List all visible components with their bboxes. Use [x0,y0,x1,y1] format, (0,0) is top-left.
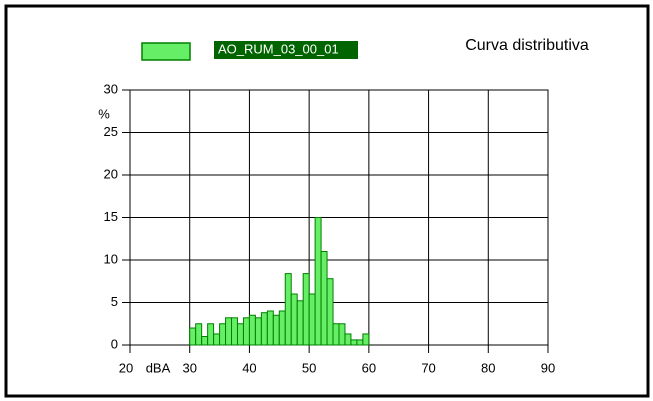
bar [338,323,346,346]
bar [350,339,358,346]
bar [326,278,334,346]
bar [236,323,244,346]
legend-swatch [141,42,191,61]
bar [362,333,370,346]
chart-title: Curva distributiva [465,37,589,54]
bar [231,317,238,346]
x-tick-label: 20 [119,360,133,375]
bar [278,310,286,346]
y-tick-label: 20 [104,166,118,181]
x-tick-label: 50 [302,360,316,375]
x-tick-label: 60 [362,360,376,375]
bar [195,323,203,346]
x-tick-label: 80 [481,360,495,375]
bar [296,300,304,346]
bar [356,339,364,346]
bar [344,333,352,346]
bar [213,333,221,346]
y-tick-label: 5 [111,294,118,309]
bar [207,323,215,346]
bar [320,251,328,346]
x-tick-label: 40 [242,360,256,375]
bar [201,336,209,346]
bar [332,323,340,346]
bar [308,293,316,346]
bar [314,217,322,346]
legend-label-bg [214,41,358,59]
x-tick-label: 90 [541,360,555,375]
bar [242,317,250,346]
y-tick-label: 0 [111,336,118,351]
legend-label: AO_RUM_03_00_01 [218,41,339,56]
bar [260,312,268,346]
y-axis-label: % [98,106,110,121]
bar [302,273,310,346]
y-tick-label: 30 [104,81,118,96]
frame [4,4,650,398]
bar [248,314,256,346]
y-tick-label: 10 [104,251,118,266]
x-axis-label: dBA [146,360,171,375]
y-tick-label: 15 [104,209,118,224]
y-tick-label: 25 [104,124,118,139]
x-tick-label: 30 [182,360,196,375]
bar [219,323,227,346]
bar [290,293,298,346]
bar [272,314,280,346]
bar [266,310,274,346]
bar [254,317,262,346]
bar [189,327,197,346]
bar [284,273,292,346]
x-tick-label: 70 [421,360,435,375]
bar [225,317,233,346]
